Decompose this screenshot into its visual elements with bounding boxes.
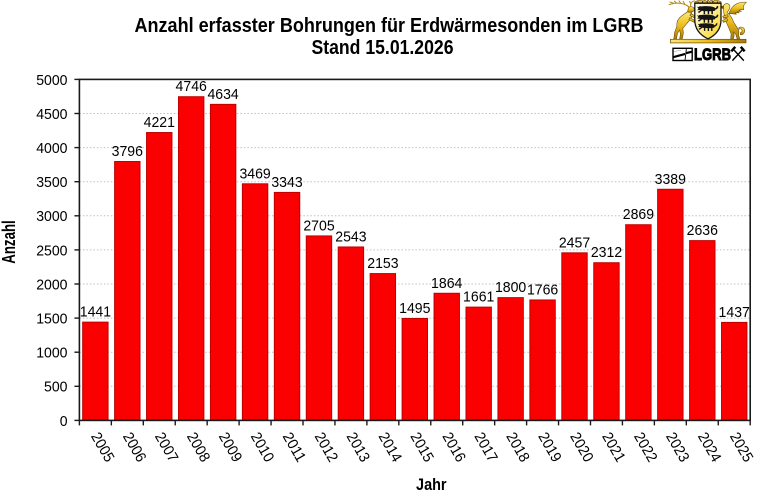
svg-text:3343: 3343	[271, 174, 302, 191]
svg-text:3469: 3469	[239, 165, 270, 182]
svg-text:3796: 3796	[112, 143, 143, 160]
svg-text:2153: 2153	[367, 255, 398, 272]
svg-text:1800: 1800	[495, 279, 526, 296]
svg-text:3000: 3000	[36, 208, 67, 225]
svg-text:3500: 3500	[36, 174, 67, 191]
svg-text:3389: 3389	[655, 171, 686, 188]
svg-text:Jahr: Jahr	[416, 475, 447, 494]
svg-text:1000: 1000	[36, 345, 67, 362]
svg-text:1495: 1495	[399, 300, 430, 317]
svg-text:1437: 1437	[719, 304, 750, 321]
svg-text:Stand 15.01.2026: Stand 15.01.2026	[312, 36, 454, 59]
svg-text:2000: 2000	[36, 276, 67, 293]
svg-text:4221: 4221	[144, 114, 175, 131]
svg-text:4000: 4000	[36, 140, 67, 157]
svg-text:LGRB: LGRB	[694, 46, 731, 64]
svg-text:2312: 2312	[591, 244, 622, 261]
svg-text:2543: 2543	[335, 229, 366, 246]
svg-text:Anzahl: Anzahl	[0, 220, 19, 264]
svg-text:1864: 1864	[431, 275, 462, 292]
svg-text:1441: 1441	[80, 304, 111, 321]
svg-text:500: 500	[44, 379, 68, 396]
svg-text:2457: 2457	[559, 234, 590, 251]
svg-text:4500: 4500	[36, 106, 67, 123]
svg-text:2500: 2500	[36, 242, 67, 259]
svg-text:2705: 2705	[303, 217, 334, 234]
svg-text:2636: 2636	[687, 222, 718, 239]
svg-text:1766: 1766	[527, 282, 558, 299]
svg-text:1661: 1661	[463, 289, 494, 306]
svg-text:2869: 2869	[623, 206, 654, 223]
svg-text:Anzahl erfasster Bohrungen für: Anzahl erfasster Bohrungen für Erdwärmes…	[135, 14, 644, 37]
svg-text:4746: 4746	[176, 78, 207, 95]
svg-text:5000: 5000	[36, 72, 67, 89]
svg-text:1500: 1500	[36, 311, 67, 328]
svg-text:4634: 4634	[207, 86, 238, 103]
svg-text:0: 0	[60, 413, 68, 430]
